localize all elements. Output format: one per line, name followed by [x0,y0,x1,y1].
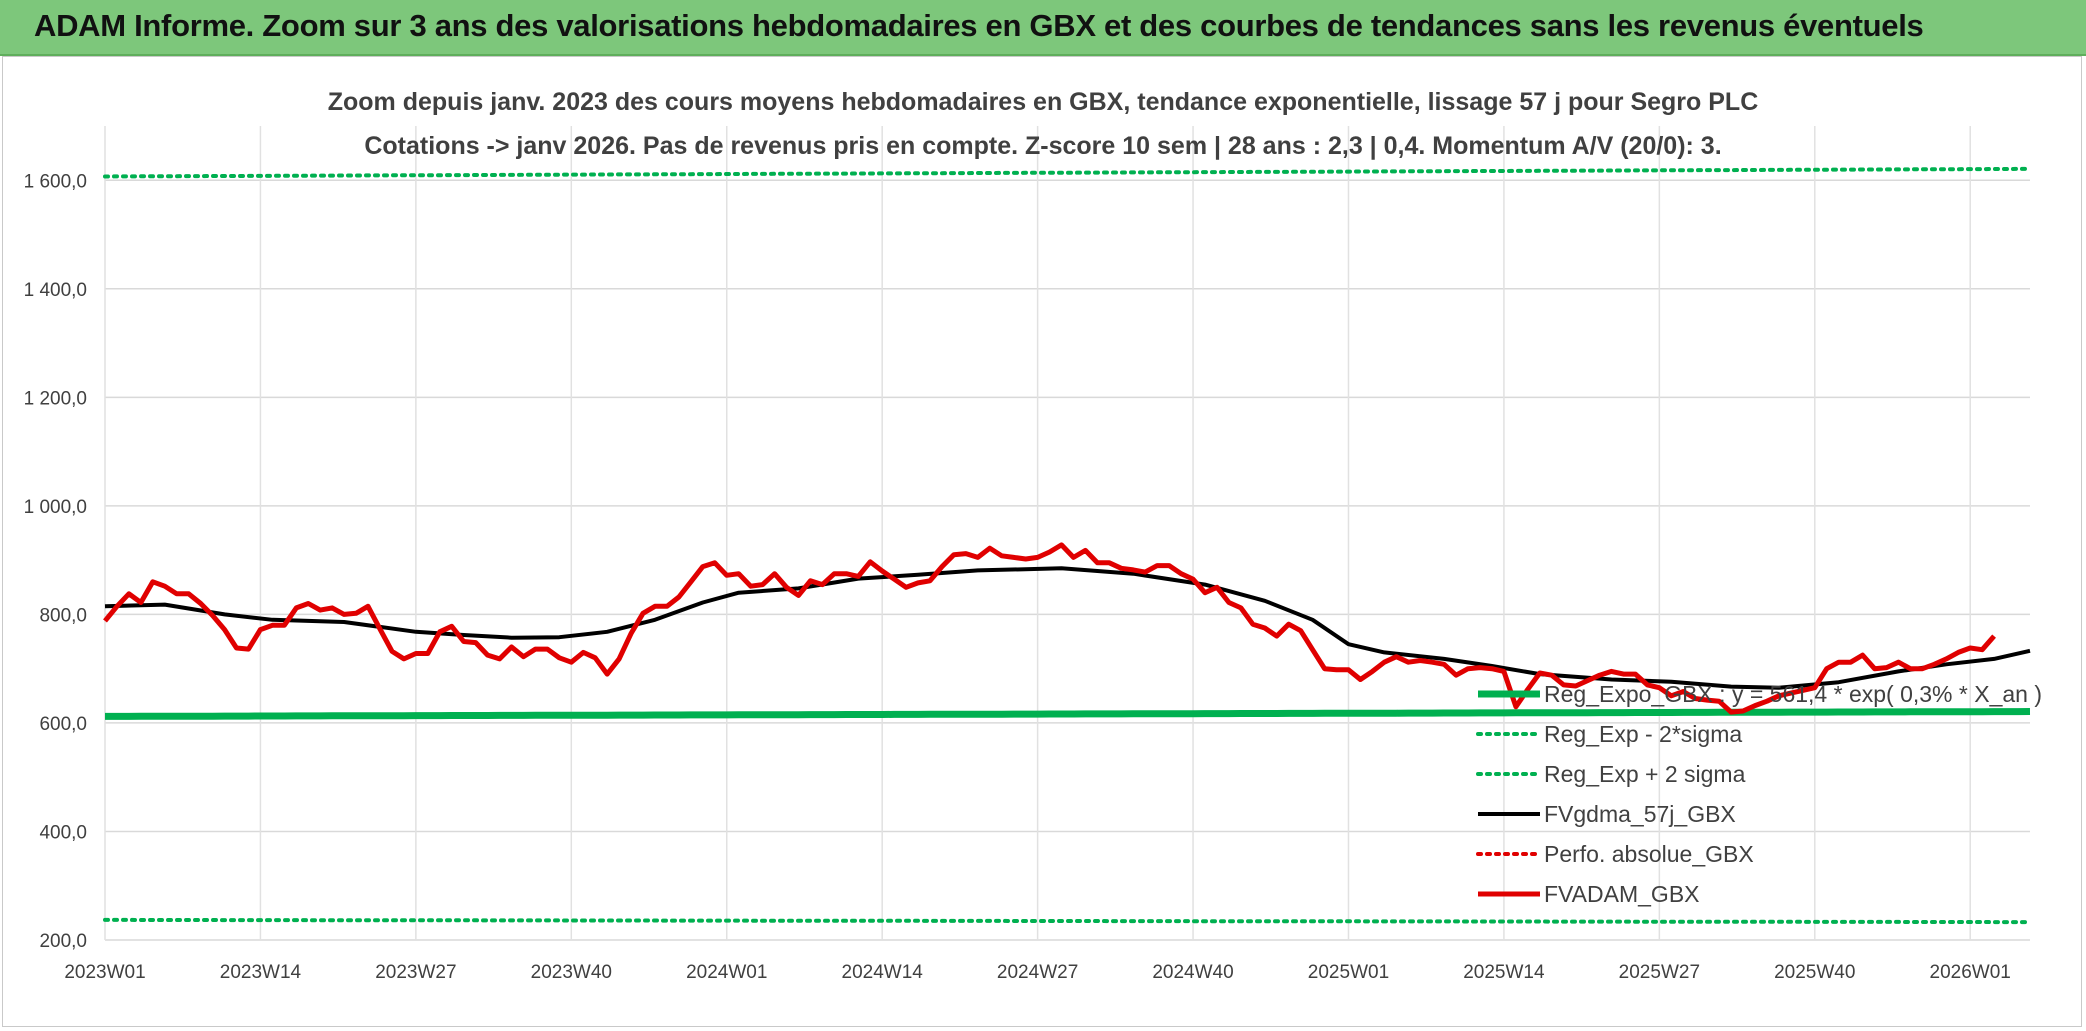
page-title: ADAM Informe. Zoom sur 3 ans des valoris… [34,8,1924,43]
header-banner: ADAM Informe. Zoom sur 3 ans des valoris… [0,0,2086,56]
x-tick-label: 2023W14 [220,962,302,983]
series-line-5 [103,542,1996,715]
y-tick-label: 1 200,0 [24,388,87,409]
x-tick-label: 2024W14 [842,962,924,983]
x-tick-label: 2024W40 [1152,962,1233,983]
x-tick-label: 2023W40 [531,962,612,983]
series-line-3 [104,566,2031,690]
grid-lines [104,126,2030,941]
x-tick-label: 2023W27 [375,962,456,983]
x-tick-label: 2025W14 [1463,962,1545,983]
series-lines [103,166,2032,925]
legend-label: Perfo. absolue_GBX [1544,841,1754,867]
legend-label: FVgdma_57j_GBX [1544,801,1736,827]
x-tick-label: 2023W01 [64,962,145,983]
chart-title-line2: Cotations -> janv 2026. Pas de revenus p… [364,132,1721,160]
legend-label: Reg_Exp - 2*sigma [1544,721,1742,747]
series-line-0 [105,708,2031,720]
x-tick-label: 2025W40 [1774,962,1855,983]
chart-frame [2,56,2082,1027]
x-tick-label: 2024W01 [686,962,767,983]
y-tick-label: 1 400,0 [24,280,87,301]
legend-label: FVADAM_GBX [1544,881,1700,907]
x-tick-label: 2024W27 [997,962,1078,983]
y-tick-label: 1 600,0 [24,171,87,192]
legend-label: Reg_Exp + 2 sigma [1544,761,1746,787]
series-line-1 [103,917,2032,925]
y-tick-label: 200,0 [39,931,87,952]
series-line-2 [103,166,2032,179]
x-tick-label: 2026W01 [1930,962,2011,983]
y-tick-label: 800,0 [39,605,87,626]
y-axis: 200,0 400,0 600,0 800,0 1 000,0 1 200,0 1 400,… [24,171,87,952]
y-tick-label: 400,0 [39,822,87,843]
x-tick-label: 2025W27 [1619,962,1700,983]
x-tick-label: 2025W01 [1308,962,1389,983]
chart-title-line1: Zoom depuis janv. 2023 des cours moyens … [328,88,1759,116]
legend-label: Reg_Expo_GBX : y = 561,4 * exp( 0,3% * X… [1544,681,2042,707]
y-tick-label: 600,0 [39,714,87,735]
x-axis: 2023W01 2023W14 2023W27 2023W40 2024W01 2024W… [64,962,2011,983]
legend: Reg_Expo_GBX : y = 561,4 * exp( 0,3% * X… [1476,681,2042,907]
y-tick-label: 1 000,0 [24,497,87,518]
